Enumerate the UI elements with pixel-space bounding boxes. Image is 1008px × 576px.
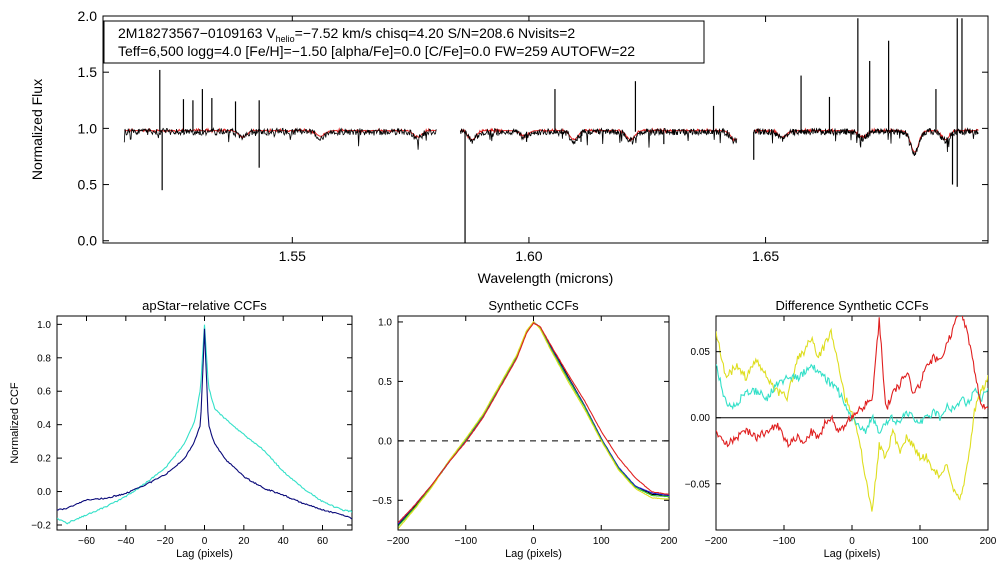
synthetic-ccf-title: Synthetic CCFs: [488, 298, 579, 313]
synthetic-ccf-series-black: [398, 320, 669, 526]
apstar-ccf-ytick-label: −0.2: [31, 520, 51, 531]
apstar-ccf-ytick-label: 0.4: [37, 420, 51, 431]
apstar-ccf-series-visit-2: [57, 328, 352, 520]
panel-synthetic-ccf: −200 −100 0 100 200 −0.5 0.0 0.5 1.0 Lag (pixels)…: [372, 298, 678, 560]
spectrum-ytick-label: 0.5: [78, 176, 98, 192]
spectrum-x-axis-label: Wavelength (microns): [478, 270, 614, 286]
difference-ccf-ytick-label: 0.00: [691, 413, 711, 424]
difference-ccf-title: Difference Synthetic CCFs: [776, 298, 929, 313]
difference-ccf-xtick-label: −200: [705, 536, 728, 547]
synthetic-ccf-plot-area: [398, 320, 669, 530]
difference-ccf-ytick-label: 0.05: [691, 347, 711, 358]
difference-ccf-xtick-label: 0: [849, 536, 855, 547]
synthetic-ccf-xtick-label: 100: [593, 536, 610, 547]
spectrum-legend: 2M18273567−0109163 Vhelio=−7.52 km/s chi…: [103, 20, 705, 64]
apstar-ccf-xtick-label: −60: [78, 536, 95, 547]
spectrum-ytick-label: 1.0: [78, 120, 98, 136]
difference-ccf-plot-frame: [715, 315, 989, 531]
spectrum-observed-line-chip-3: [753, 127, 979, 157]
difference-ccf-x-axis-label: Lag (pixels): [824, 548, 881, 560]
apstar-ccf-xtick-label: −40: [117, 536, 134, 547]
difference-ccf-series-cyan: [716, 363, 988, 434]
synthetic-ccf-ytick-label: −0.5: [372, 496, 392, 507]
panel-apstar-ccf: −60 −40 −20 0 20 40 60 −0.2 0.0 0.2 0.4 0.6 0.8 1.0 La…: [9, 298, 353, 560]
apstar-ccf-series-visit-1: [57, 324, 352, 525]
legend-v-subscript: helio: [276, 34, 295, 44]
synthetic-ccf-xtick-label: −100: [454, 536, 477, 547]
synthetic-ccf-series-green: [398, 321, 669, 527]
synthetic-ccf-x-axis-label: Lag (pixels): [505, 548, 562, 560]
spectrum-ytick-label: 0.0: [78, 233, 98, 249]
synthetic-ccf-ytick-label: 1.0: [378, 317, 392, 328]
panel-difference-ccf: −200 −100 0 100 200 −0.05 0.00 0.05 Lag (pixels)…: [685, 298, 997, 560]
spectrum-model-line-chip-2: [460, 127, 738, 143]
apstar-ccf-y-axis-label: Normalized CCF: [9, 382, 21, 464]
apstar-ccf-ytick-label: 0.0: [37, 487, 51, 498]
legend-star-id: 2M18273567−0109163: [118, 25, 266, 41]
legend-v-prefix: V: [266, 25, 276, 41]
apstar-ccf-xtick-label: 0: [202, 536, 208, 547]
synthetic-ccf-series-yellow: [398, 320, 669, 530]
spectrum-ytick-label: 1.5: [78, 64, 98, 80]
difference-ccf-plot-area: [716, 316, 988, 512]
synthetic-ccf-xtick-label: −200: [387, 536, 410, 547]
spectrum-model-line-chip-3: [753, 127, 979, 153]
spectrum-ytick-label: 2.0: [78, 8, 98, 24]
apstar-ccf-ytick-label: 0.6: [37, 387, 51, 398]
legend-v-rest: =−7.52 km/s chisq=4.20 S/N=208.6 Nvisits…: [295, 25, 576, 41]
apstar-ccf-ytick-label: 0.8: [37, 353, 51, 364]
synthetic-ccf-ytick-label: 0.0: [378, 436, 392, 447]
synthetic-ccf-xtick-label: 0: [531, 536, 537, 547]
spectrum-y-axis-label: Normalized Flux: [29, 79, 45, 180]
apstar-ccf-xtick-label: 20: [238, 536, 250, 547]
apstar-ccf-ytick-label: 1.0: [37, 320, 51, 331]
apstar-ccf-x-axis-label: Lag (pixels): [176, 548, 233, 560]
spectrum-observed-line-chip-2: [459, 127, 738, 148]
spectrum-legend-line1: 2M18273567−0109163 Vhelio=−7.52 km/s chi…: [118, 25, 575, 44]
spectrum-observed-line-chip-1: [123, 127, 437, 150]
difference-ccf-series-red: [716, 316, 988, 449]
apstar-ccf-xtick-label: −20: [157, 536, 174, 547]
apstar-ccf-xtick-label: 40: [278, 536, 290, 547]
spectrum-legend-line2: Teff=6,500 logg=4.0 [Fe/H]=−1.50 [alpha/…: [118, 43, 635, 59]
difference-ccf-xtick-label: 100: [912, 536, 929, 547]
difference-ccf-series-yellow: [716, 327, 988, 512]
difference-ccf-xtick-label: −100: [773, 536, 796, 547]
apstar-ccf-xtick-label: 60: [317, 536, 329, 547]
panel-spectrum: 1.55 1.60 1.65 0.0 0.5 1.0 1.5 2.0 Wavelength (m…: [29, 8, 989, 286]
synthetic-ccf-xtick-label: 200: [661, 536, 678, 547]
apstar-ccf-ytick-label: 0.2: [37, 454, 51, 465]
spectrum-xtick-label: 1.55: [279, 248, 306, 264]
spectrum-legend-box: [103, 20, 705, 64]
difference-ccf-ytick-label: −0.05: [685, 479, 711, 490]
synthetic-ccf-series-red: [398, 322, 669, 524]
spectrum-xtick-label: 1.60: [515, 248, 542, 264]
spectrum-plot-frame: [102, 15, 989, 244]
spectrum-xtick-label: 1.65: [752, 248, 779, 264]
difference-ccf-xtick-label: 200: [980, 536, 997, 547]
spectrum-plot-area: [123, 18, 979, 243]
synthetic-ccf-ytick-label: 0.5: [378, 377, 392, 388]
synthetic-ccf-plot-frame: [397, 315, 670, 531]
apstar-ccf-title: apStar−relative CCFs: [142, 298, 267, 313]
synthetic-ccf-series-blue: [398, 321, 669, 525]
apstar-ccf-plot-area: [57, 324, 352, 525]
